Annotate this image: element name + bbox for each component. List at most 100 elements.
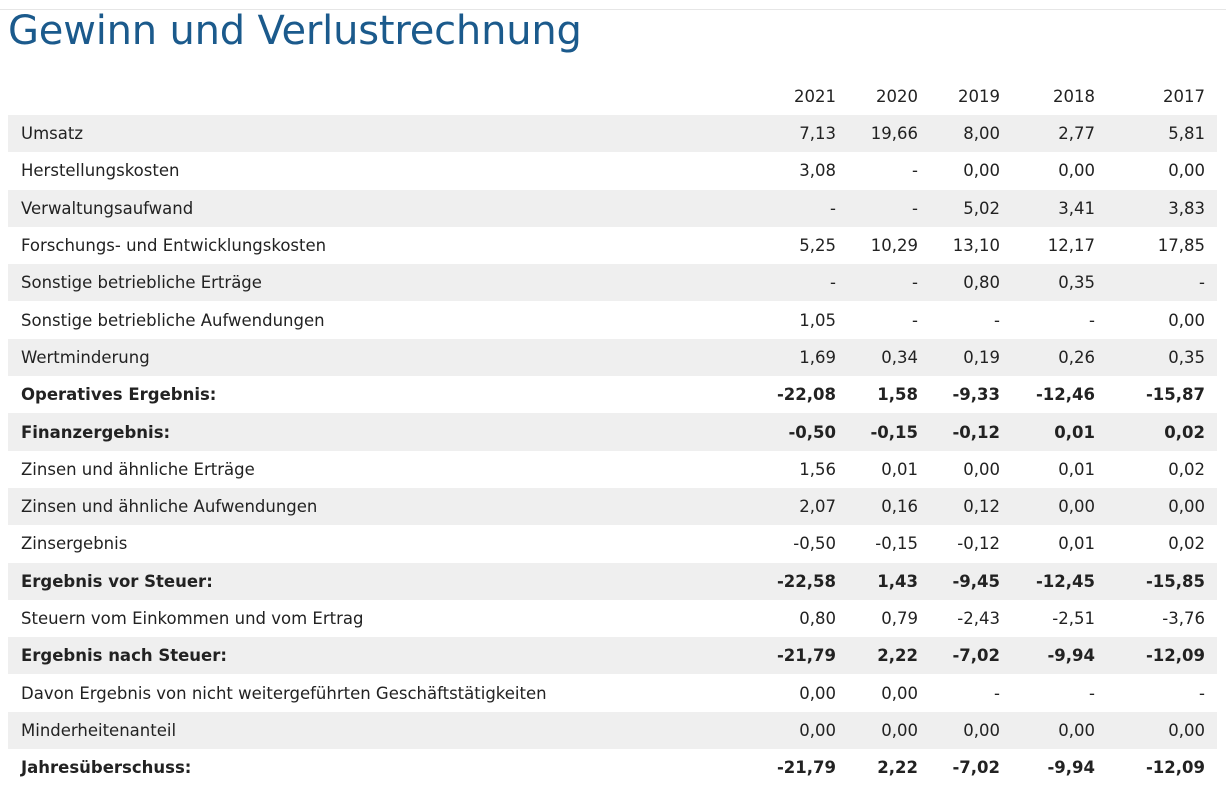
value-cell: 1,43 — [848, 562, 930, 600]
value-cell: -12,45 — [1012, 562, 1107, 600]
value-cell: 10,29 — [870, 236, 918, 256]
income-statement-table: 2021 2020 2019 2018 2017 Umsatz 7,13 19,66… — [8, 77, 1217, 786]
value-cell: 0,00 — [848, 711, 930, 750]
value-cell: -12,09 — [1107, 637, 1217, 675]
row-label: Ergebnis nach Steuer: — [8, 637, 772, 675]
table-row: Steuern vom Einkommen und vom Ertrag 0,80… — [8, 600, 1217, 637]
value-cell: 0,00 — [1058, 161, 1095, 181]
value-cell: 0,16 — [848, 487, 930, 526]
value-cell: - — [994, 310, 1000, 330]
year-header: 2019 — [958, 86, 1000, 106]
value-cell: 0,02 — [1168, 534, 1205, 554]
value-cell: 12,17 — [1047, 236, 1095, 256]
row-label: Finanzergebnis: — [8, 413, 772, 451]
value-cell: 17,85 — [1157, 236, 1205, 256]
table-row: Forschungs- und Entwicklungskosten 5,25 10… — [8, 227, 1217, 264]
value-cell: -0,15 — [848, 413, 930, 451]
row-label: Ergebnis vor Steuer: — [8, 562, 772, 600]
value-cell: -0,12 — [930, 413, 1012, 451]
row-label: Steuern vom Einkommen und vom Ertrag — [21, 609, 364, 628]
value-cell: - — [848, 264, 930, 302]
row-label: Umsatz — [8, 115, 772, 153]
value-cell: 3,08 — [799, 161, 836, 181]
value-cell: 0,00 — [799, 683, 836, 703]
table-row: Herstellungskosten 3,08 - 0,00 0,00 0,00 — [8, 152, 1217, 189]
value-cell: -0,50 — [772, 413, 848, 451]
year-header: 2017 — [1163, 86, 1205, 106]
value-cell: - — [772, 264, 848, 302]
value-cell: 0,00 — [930, 711, 1012, 750]
table-row: Zinsen und ähnliche Aufwendungen 2,07 0,16… — [8, 487, 1217, 526]
value-cell: - — [772, 189, 848, 227]
value-cell: -9,33 — [952, 385, 1000, 405]
value-cell: -2,51 — [1052, 609, 1095, 628]
value-cell: 1,56 — [799, 459, 836, 479]
value-cell: -15,85 — [1107, 562, 1217, 600]
table-header: 2021 2020 2019 2018 2017 — [8, 77, 1217, 115]
value-cell: 2,22 — [877, 758, 918, 778]
table-row: Sonstige betriebliche Erträge - -0,80 0,35- — [8, 264, 1217, 302]
row-label: Sonstige betriebliche Erträge — [8, 264, 772, 302]
table-row: Sonstige betriebliche Aufwendungen 1,05 - -… — [8, 301, 1217, 338]
value-cell: -9,94 — [1047, 758, 1095, 778]
row-label: Davon Ergebnis von nicht weitergeführten… — [21, 683, 547, 703]
value-cell: 0,34 — [848, 338, 930, 377]
value-cell: 1,58 — [877, 385, 918, 405]
value-cell: -0,50 — [793, 534, 836, 554]
row-label: Forschungs- und Entwicklungskosten — [21, 236, 327, 256]
value-cell: -22,58 — [772, 562, 848, 600]
value-cell: 0,01 — [1012, 413, 1107, 451]
value-cell: 0,80 — [799, 609, 836, 628]
table-row: Verwaltungsaufwand - -5,02 3,41 3,83 — [8, 189, 1217, 227]
value-cell: - — [1089, 310, 1095, 330]
value-cell: 5,02 — [930, 189, 1012, 227]
row-label: Zinsen und ähnliche Aufwendungen — [8, 487, 772, 526]
value-cell: -9,45 — [930, 562, 1012, 600]
value-cell: -21,79 — [776, 758, 836, 778]
value-cell: 1,05 — [799, 310, 836, 330]
value-cell: 2,77 — [1012, 115, 1107, 153]
row-label: Wertminderung — [8, 338, 772, 377]
value-cell: 0,00 — [1107, 711, 1217, 750]
header-label-cell — [8, 77, 772, 115]
value-cell: 0,12 — [930, 487, 1012, 526]
value-cell: 5,25 — [799, 236, 836, 256]
table-row: Umsatz 7,13 19,66 8,00 2,77 5,81 — [8, 115, 1217, 153]
value-cell: 0,00 — [881, 683, 918, 703]
table-row: Ergebnis vor Steuer: -22,58 1,43 -9,45 -12,4… — [8, 562, 1217, 600]
row-label: Operatives Ergebnis: — [21, 385, 217, 405]
year-header: 2018 — [1053, 86, 1095, 106]
value-cell: 0,02 — [1168, 459, 1205, 479]
value-cell: 13,10 — [952, 236, 1000, 256]
value-cell: 0,00 — [963, 459, 1000, 479]
value-cell: 0,01 — [881, 459, 918, 479]
value-cell: 0,00 — [1168, 310, 1205, 330]
value-cell: 8,00 — [930, 115, 1012, 153]
value-cell: -0,12 — [957, 534, 1000, 554]
value-cell: - — [848, 189, 930, 227]
row-label: Zinsergebnis — [21, 534, 128, 554]
value-cell: 0,00 — [772, 711, 848, 750]
value-cell: - — [1107, 264, 1217, 302]
value-cell: 0,00 — [1012, 711, 1107, 750]
row-label: Zinsen und ähnliche Erträge — [21, 459, 255, 479]
value-cell: 0,01 — [1058, 534, 1095, 554]
value-cell: 0,02 — [1107, 413, 1217, 451]
value-cell: -12,09 — [1145, 758, 1205, 778]
table-body: Umsatz 7,13 19,66 8,00 2,77 5,81 Herstellungsk… — [8, 115, 1217, 786]
value-cell: 0,01 — [1058, 459, 1095, 479]
table-row: Ergebnis nach Steuer: -21,79 2,22 -7,02 -9,9… — [8, 637, 1217, 675]
year-header-row: 2021 2020 2019 2018 2017 — [8, 77, 1217, 115]
value-cell: 5,81 — [1107, 115, 1217, 153]
value-cell: - — [912, 310, 918, 330]
value-cell: -3,76 — [1162, 609, 1205, 628]
value-cell: 7,13 — [772, 115, 848, 153]
value-cell: -7,02 — [952, 758, 1000, 778]
value-cell: 0,00 — [1012, 487, 1107, 526]
value-cell: 2,07 — [772, 487, 848, 526]
table-row: Zinsergebnis -0,50 -0,15 -0,12 0,01 0,02 — [8, 525, 1217, 562]
row-label: Verwaltungsaufwand — [8, 189, 772, 227]
value-cell: -0,15 — [875, 534, 918, 554]
value-cell: -22,08 — [776, 385, 836, 405]
page-title: Gewinn und Verlustrechnung — [8, 8, 582, 54]
